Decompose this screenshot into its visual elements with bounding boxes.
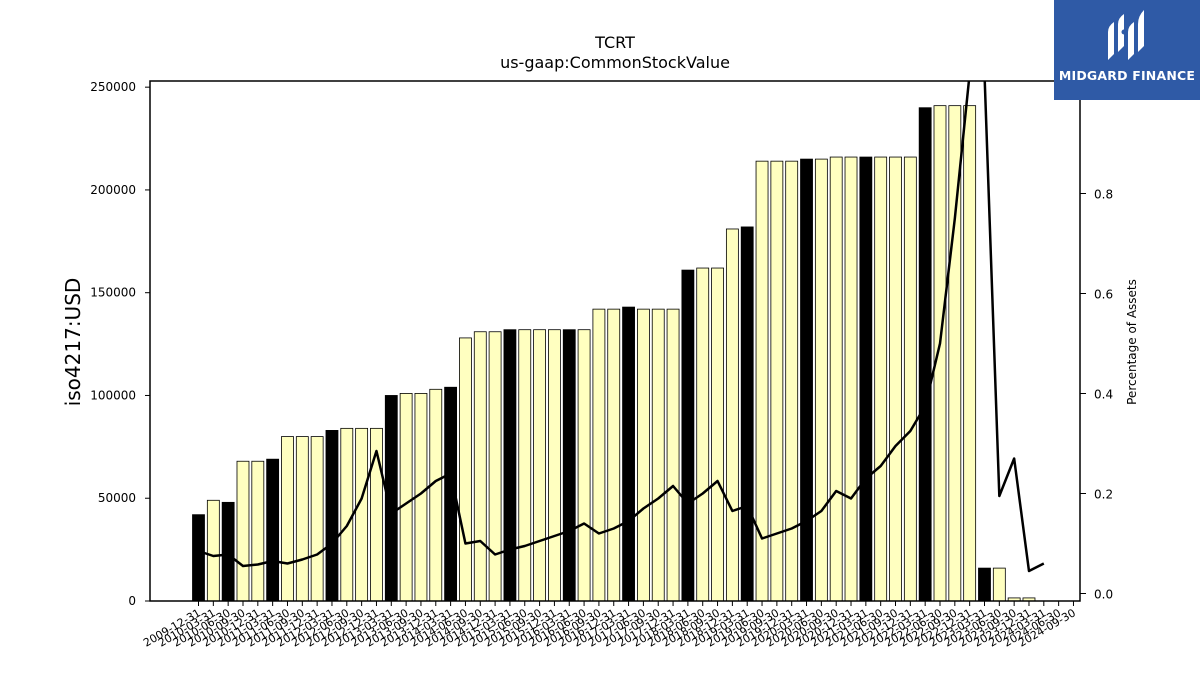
bar bbox=[859, 156, 873, 602]
y-tick-label: 200000 bbox=[90, 183, 136, 197]
y2-tick-label: 0.0 bbox=[1094, 588, 1113, 602]
y2-tick-label: 0.8 bbox=[1094, 188, 1113, 202]
right-axis: 0.0 0.2 0.4 0.6 0.8 bbox=[1080, 188, 1113, 602]
bar bbox=[844, 156, 858, 602]
midgard-finance-logo: MIDGARD FINANCE bbox=[1054, 0, 1200, 100]
bar bbox=[518, 329, 532, 602]
bar bbox=[355, 427, 369, 602]
bar bbox=[548, 329, 561, 602]
y2-tick-label: 0.4 bbox=[1094, 388, 1113, 402]
chart-subtitle: us-gaap:CommonStockValue bbox=[500, 53, 730, 72]
bar bbox=[992, 567, 1006, 602]
y-tick-label: 0 bbox=[128, 594, 136, 608]
plot-frame bbox=[149, 80, 1081, 602]
bar bbox=[681, 269, 695, 602]
bar bbox=[192, 514, 205, 602]
bar bbox=[696, 267, 710, 602]
bar bbox=[281, 436, 294, 602]
bar bbox=[651, 308, 665, 602]
bar bbox=[814, 158, 828, 602]
bar bbox=[340, 427, 354, 602]
bar bbox=[592, 308, 606, 602]
bar bbox=[637, 308, 650, 602]
bar bbox=[918, 107, 932, 602]
bar-series bbox=[192, 105, 1036, 602]
bar bbox=[295, 436, 309, 602]
y-tick-label: 250000 bbox=[90, 80, 136, 94]
bar bbox=[577, 329, 591, 602]
bar bbox=[711, 267, 724, 602]
bar bbox=[829, 156, 843, 602]
y2-tick-label: 0.6 bbox=[1094, 288, 1113, 302]
bar bbox=[251, 460, 265, 602]
percentage-line-series bbox=[198, 81, 1045, 573]
x-axis: 2009-12-312010-03-312010-06-302010-09-30… bbox=[141, 601, 1078, 650]
bar bbox=[236, 460, 250, 602]
bar bbox=[266, 458, 280, 602]
bar bbox=[800, 158, 813, 602]
bar bbox=[488, 331, 502, 602]
bar bbox=[933, 105, 947, 602]
bar bbox=[325, 430, 339, 602]
bar bbox=[903, 156, 917, 602]
bar bbox=[874, 156, 888, 602]
chart-title: TCRT bbox=[594, 33, 635, 52]
y-tick-label: 150000 bbox=[90, 286, 136, 300]
bar bbox=[429, 388, 443, 602]
logo-text: MIDGARD FINANCE bbox=[1058, 68, 1196, 83]
bar bbox=[503, 329, 517, 602]
left-axis: 0 50000 100000 150000 200000 250000 bbox=[90, 80, 150, 608]
bar bbox=[206, 499, 220, 602]
bar bbox=[622, 306, 635, 602]
bar bbox=[785, 160, 799, 602]
bar bbox=[607, 308, 621, 602]
percentage-line bbox=[198, 81, 1045, 573]
bar bbox=[740, 226, 754, 602]
bar bbox=[725, 228, 739, 602]
y2-axis-label: Percentage of Assets bbox=[1125, 279, 1139, 405]
y-tick-label: 100000 bbox=[90, 388, 136, 402]
bar bbox=[978, 567, 991, 602]
y-axis-label: iso4217:USD bbox=[61, 278, 85, 407]
bar bbox=[459, 337, 472, 602]
bar bbox=[473, 331, 487, 602]
y-tick-label: 50000 bbox=[98, 491, 136, 505]
bar bbox=[889, 156, 902, 602]
bar bbox=[562, 329, 576, 602]
bar bbox=[755, 160, 769, 602]
bar bbox=[533, 329, 546, 602]
bar bbox=[221, 501, 235, 602]
y2-tick-label: 0.2 bbox=[1094, 488, 1113, 502]
bar bbox=[310, 436, 324, 602]
bar bbox=[399, 393, 413, 602]
logo-mark-icon bbox=[1108, 10, 1144, 60]
bar bbox=[963, 105, 977, 602]
bar bbox=[666, 308, 680, 602]
